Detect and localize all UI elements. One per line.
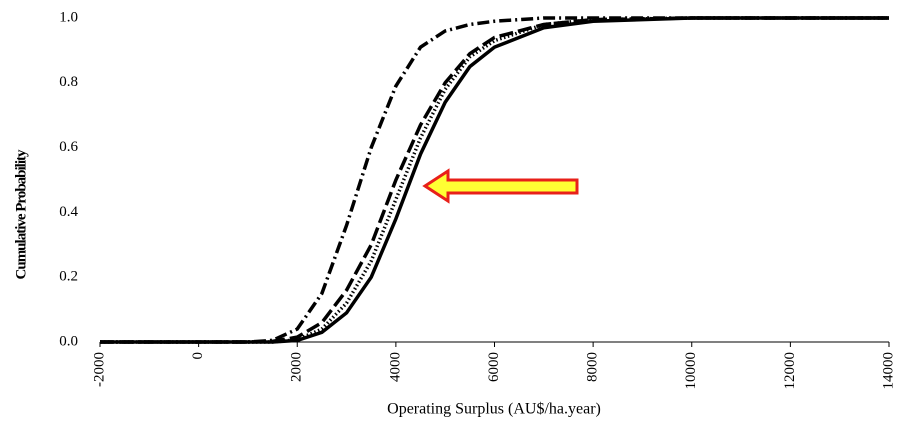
x-tick-label: 12000 xyxy=(782,352,798,390)
x-tick-label: 4000 xyxy=(387,352,403,382)
y-tick-label: 0.2 xyxy=(59,269,78,285)
x-tick-label: 2000 xyxy=(289,352,305,382)
x-tick-label: 8000 xyxy=(585,352,601,382)
x-tick-label: 14000 xyxy=(880,352,896,390)
arrow-annotation xyxy=(422,168,579,204)
cdf-line xyxy=(100,16,889,344)
x-tick-label: 0 xyxy=(190,352,206,360)
x-tick-label: -2000 xyxy=(91,352,107,387)
y-tick-label: 1.0 xyxy=(59,9,78,25)
y-tick-label: 0.4 xyxy=(59,204,78,220)
y-tick-label: 0.6 xyxy=(59,139,78,155)
x-tick-label: 6000 xyxy=(486,352,502,382)
y-axis-title: Cumulative Probability xyxy=(13,149,29,279)
x-tick-label: 10000 xyxy=(683,352,699,390)
y-tick-label: 0.8 xyxy=(59,74,78,90)
x-axis-title: Operating Surplus (AU$/ha.year) xyxy=(387,401,601,418)
y-tick-label: 0.0 xyxy=(59,333,78,349)
cdf-line xyxy=(100,16,889,344)
